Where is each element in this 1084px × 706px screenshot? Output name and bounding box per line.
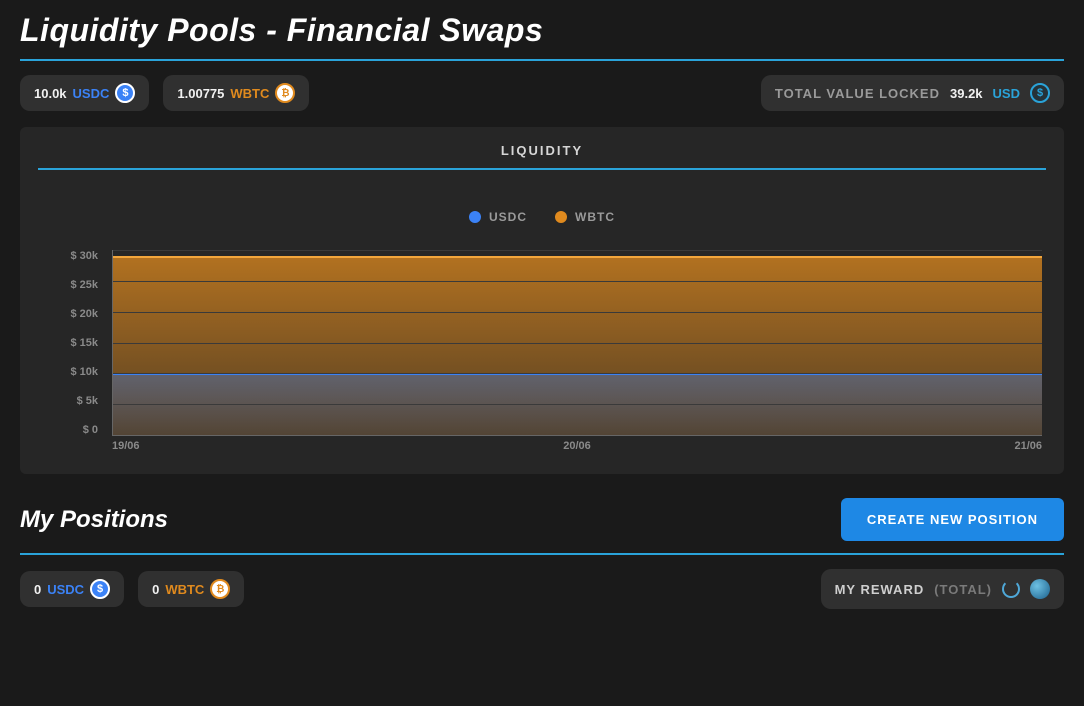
position-wbtc-symbol: WBTC	[165, 582, 204, 597]
legend-usdc-dot-icon	[469, 211, 481, 223]
y-tick-label: $ 15k	[70, 337, 98, 349]
balance-wbtc-pill[interactable]: 1.00775 WBTC	[163, 75, 309, 111]
x-tick-label: 20/06	[563, 440, 591, 458]
tvl-amount: 39.2k	[950, 86, 983, 101]
y-tick-label: $ 25k	[70, 279, 98, 291]
divider	[20, 59, 1064, 61]
y-tick-label: $ 20k	[70, 308, 98, 320]
y-tick-label: $ 30k	[70, 250, 98, 262]
x-tick-label: 19/06	[112, 440, 140, 458]
page-title: Liquidity Pools - Financial Swaps	[20, 12, 1064, 49]
tvl-symbol: USD	[993, 86, 1020, 101]
legend-wbtc-label: WBTC	[575, 210, 615, 224]
loading-spinner-icon	[1002, 580, 1020, 598]
y-tick-label: $ 10k	[70, 366, 98, 378]
positions-title: My Positions	[20, 506, 168, 534]
token-balances: 10.0k USDC 1.00775 WBTC	[20, 75, 309, 111]
x-axis-labels: 19/06 20/06 21/06	[112, 440, 1042, 458]
y-axis-labels: $ 30k $ 25k $ 20k $ 15k $ 10k $ 5k $ 0	[38, 250, 106, 436]
legend-usdc[interactable]: USDC	[469, 210, 527, 224]
position-wbtc-pill[interactable]: 0 WBTC	[138, 571, 244, 607]
gridline	[113, 343, 1042, 344]
positions-header: My Positions CREATE NEW POSITION	[20, 498, 1064, 541]
y-tick-label: $ 5k	[77, 395, 98, 407]
wbtc-icon	[275, 83, 295, 103]
reward-pill[interactable]: MY REWARD (TOTAL)	[821, 569, 1064, 609]
usdc-icon	[90, 579, 110, 599]
balance-usdc-pill[interactable]: 10.0k USDC	[20, 75, 149, 111]
chart-plot-area: $ 30k $ 25k $ 20k $ 15k $ 10k $ 5k $ 0 19/06 20…	[38, 250, 1046, 456]
gridline	[113, 373, 1042, 374]
plot-region	[112, 250, 1042, 436]
reward-label: MY REWARD	[835, 582, 925, 597]
balance-usdc-amount: 10.0k	[34, 86, 67, 101]
positions-divider	[20, 553, 1064, 555]
legend-wbtc[interactable]: WBTC	[555, 210, 615, 224]
wbtc-icon	[210, 579, 230, 599]
chart-legend: USDC WBTC	[38, 210, 1046, 224]
x-tick-label: 21/06	[1014, 440, 1042, 458]
gridline	[113, 250, 1042, 251]
create-position-button[interactable]: CREATE NEW POSITION	[841, 498, 1064, 541]
chart-divider	[38, 168, 1046, 170]
gridline	[113, 404, 1042, 405]
gridline	[113, 281, 1042, 282]
tvl-label: TOTAL VALUE LOCKED	[775, 86, 940, 101]
balance-wbtc-amount: 1.00775	[177, 86, 224, 101]
legend-usdc-label: USDC	[489, 210, 527, 224]
position-usdc-symbol: USDC	[47, 582, 84, 597]
chart-title: LIQUIDITY	[38, 137, 1046, 168]
summary-row: 10.0k USDC 1.00775 WBTC TOTAL VALUE LOCK…	[20, 75, 1064, 111]
tvl-pill[interactable]: TOTAL VALUE LOCKED 39.2k USD	[761, 75, 1064, 111]
reward-token-icon	[1030, 579, 1050, 599]
position-usdc-amount: 0	[34, 582, 41, 597]
balance-usdc-symbol: USDC	[73, 86, 110, 101]
y-tick-label: $ 0	[83, 424, 98, 436]
usd-icon	[1030, 83, 1050, 103]
usdc-icon	[115, 83, 135, 103]
position-wbtc-amount: 0	[152, 582, 159, 597]
balance-wbtc-symbol: WBTC	[230, 86, 269, 101]
position-balances: 0 USDC 0 WBTC	[20, 571, 244, 607]
liquidity-chart-panel: LIQUIDITY USDC WBTC $ 30k $ 25k $ 20k $ 15k…	[20, 127, 1064, 474]
positions-row: 0 USDC 0 WBTC MY REWARD (TOTAL)	[20, 569, 1064, 609]
position-usdc-pill[interactable]: 0 USDC	[20, 571, 124, 607]
legend-wbtc-dot-icon	[555, 211, 567, 223]
reward-scope: (TOTAL)	[934, 582, 992, 597]
gridline	[113, 312, 1042, 313]
